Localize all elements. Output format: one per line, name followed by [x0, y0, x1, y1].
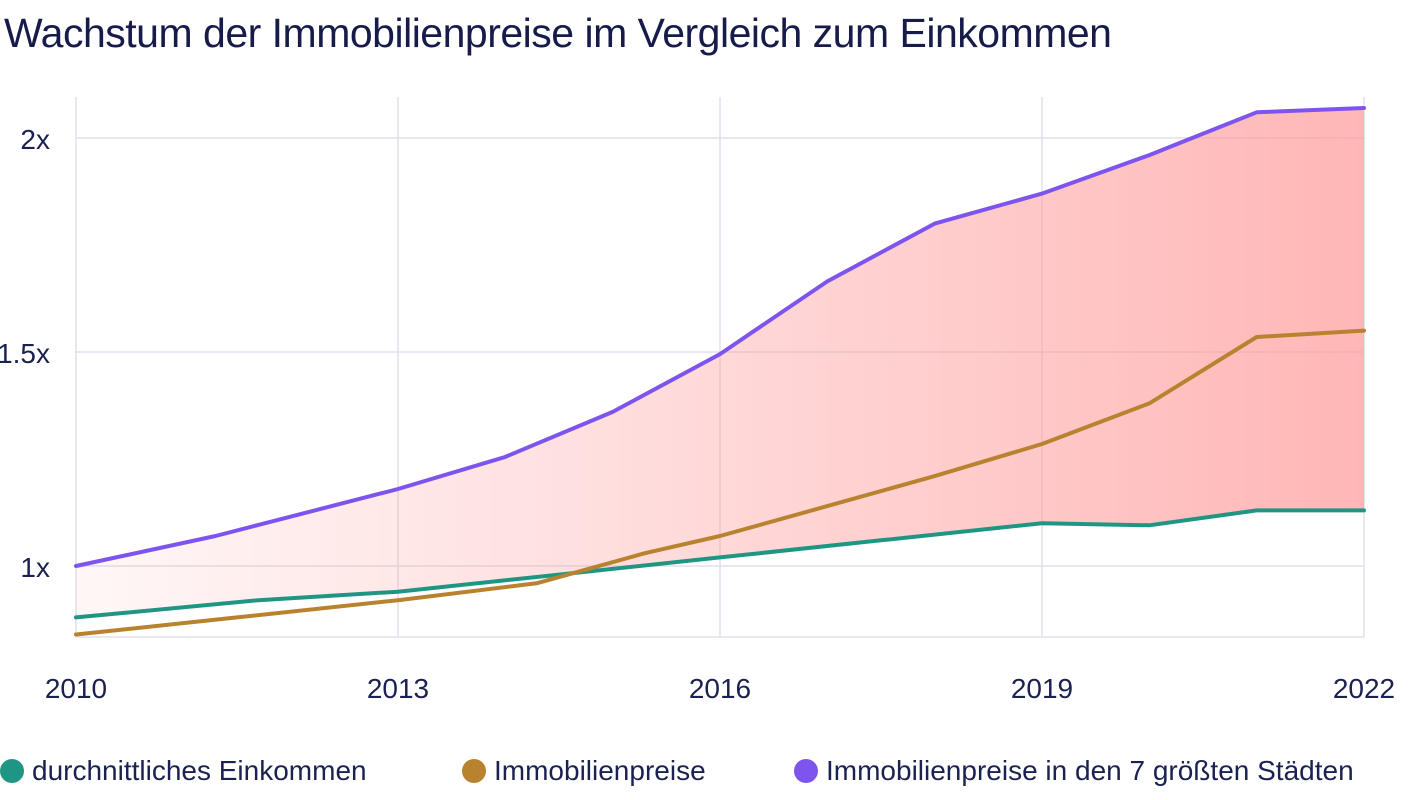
x-tick-label: 2016: [689, 673, 751, 704]
legend-label: Immobilienpreise in den 7 größten Städte…: [826, 755, 1354, 786]
y-tick-label: 2x: [20, 124, 50, 155]
legend-label: durchnittliches Einkommen: [32, 755, 367, 786]
x-tick-label: 2019: [1011, 673, 1073, 704]
legend-item: Immobilienpreise in den 7 größten Städte…: [794, 755, 1354, 787]
series-lines: [74, 106, 1366, 637]
y-tick-label: 1x: [20, 552, 50, 583]
series-line-2: [74, 328, 1366, 637]
x-tick-label: 2010: [45, 673, 107, 704]
legend-item: durchnittliches Einkommen: [0, 755, 367, 787]
series-line-3: [74, 106, 1366, 568]
y-tick-label: 1.5x: [0, 338, 50, 369]
legend-swatch: [0, 759, 24, 783]
chart-title: Wachstum der Immobilienpreise im Verglei…: [4, 10, 1112, 56]
x-tick-label: 2022: [1333, 673, 1395, 704]
series-line-1: [74, 508, 1366, 620]
legend-label: Immobilienpreise: [494, 755, 706, 786]
tick-labels: 2010 2013 2016 2019 2022 1x 1.5x 2x: [0, 124, 1395, 704]
legend-swatch: [462, 759, 486, 783]
legend-swatch: [794, 759, 818, 783]
x-tick-label: 2013: [367, 673, 429, 704]
legend-item: Immobilienpreise: [462, 755, 706, 787]
legend: durchnittliches Einkommen Immobilienpreis…: [0, 755, 1416, 795]
